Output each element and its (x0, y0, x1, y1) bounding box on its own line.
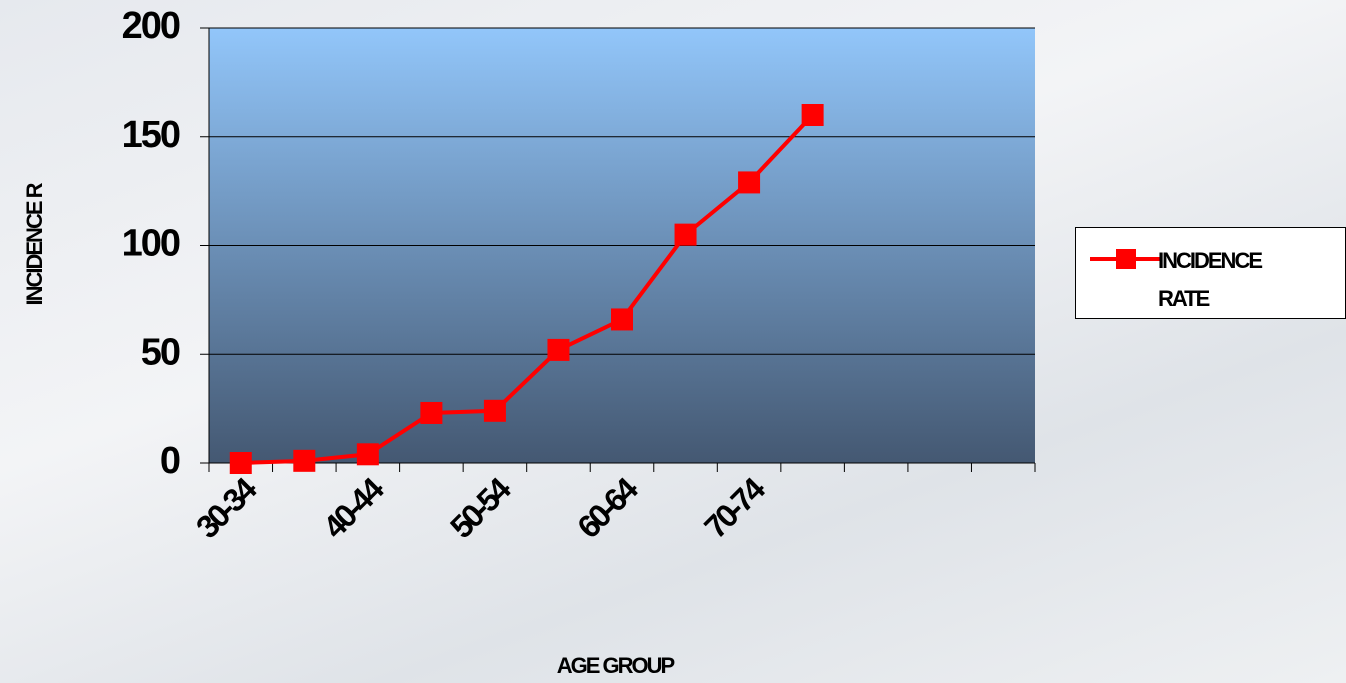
data-point (293, 449, 316, 472)
x-tick-label: 70-74 (697, 470, 772, 545)
data-point (356, 443, 379, 466)
y-tick-label: 150 (122, 114, 180, 156)
x-tick-label: 60-64 (570, 470, 645, 545)
data-point (229, 452, 252, 474)
data-point (611, 308, 633, 331)
x-tick-label: 40-44 (316, 470, 391, 545)
y-tick-label: 200 (122, 5, 180, 47)
x-tick-label: 50-54 (443, 470, 518, 545)
x-tick-label: 30-34 (189, 470, 264, 545)
x-axis-label: AGE GROUP (557, 653, 675, 678)
y-tick-label: 0 (160, 440, 180, 482)
data-point (674, 223, 697, 246)
data-point (547, 338, 570, 361)
data-point (738, 171, 761, 194)
data-point (483, 399, 506, 422)
legend-marker (1116, 249, 1136, 269)
y-tick-label: 50 (141, 331, 180, 373)
legend-swatch (1090, 249, 1162, 269)
y-axis-label: INCIDENCE R (22, 182, 47, 305)
data-point (801, 104, 824, 126)
series-line (240, 113, 815, 465)
y-tick-label: 100 (122, 223, 180, 265)
data-point (420, 401, 443, 424)
legend-label: INCIDENCE RATE (1158, 248, 1263, 311)
legend: INCIDENCE RATE (1075, 227, 1346, 319)
